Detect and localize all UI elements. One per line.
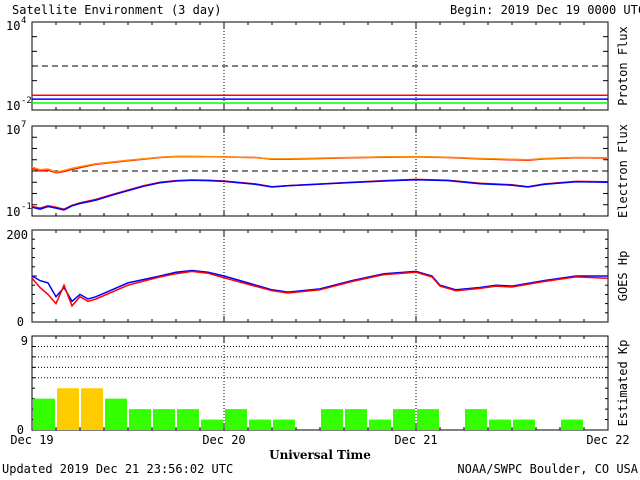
panel-frame [31,229,609,323]
y-tick-label: 10 [6,19,20,33]
begin-time: Begin: 2019 Dec 19 0000 UTC [450,3,640,17]
x-tick-label: Dec 19 [10,433,53,447]
kp-bar [153,409,175,430]
kp-bar [105,398,127,430]
x-tick-label: Dec 22 [586,433,629,447]
kp-bar [81,388,103,430]
kp-bar [57,388,79,430]
kp-bar [33,398,55,430]
x-axis-tick-labels: Dec 19 Dec 20 Dec 21 Dec 22 [10,433,629,447]
x-tick-label: Dec 21 [394,433,437,447]
kp-bar [369,419,391,430]
kp-bar [393,409,415,430]
y-axis-label: Proton Flux [616,26,630,105]
y-tick-label-exponent: -2 [21,96,32,106]
kp-bar [273,419,295,430]
kp-bar [345,409,367,430]
y-tick-label: 10 [6,99,20,113]
y-tick-label-exponent: 4 [21,16,26,26]
electron-flux-panel: 10 710 -1 Electron Flux [6,120,630,219]
kp-bar [321,409,343,430]
series-line [31,269,608,303]
kp-bar [177,409,199,430]
kp-bar [489,419,511,430]
estimated-kp-panel: 9 0 Estimated Kp [17,334,630,437]
y-tick-label: 0 [17,423,24,437]
y-tick-label: 9 [21,334,28,348]
kp-bar [129,409,151,430]
y-tick-label: 0 [17,315,24,329]
updated-time: Updated 2019 Dec 21 23:56:02 UTC [2,462,233,476]
kp-bar [249,419,271,430]
goes-hp-panel: 200 0 GOES Hp [6,228,630,329]
x-tick-label: Dec 20 [202,433,245,447]
kp-bar [561,419,583,430]
proton-flux-panel: 10 410 -2 Proton Flux [6,16,630,113]
y-axis-label: GOES Hp [616,251,630,302]
y-tick-label: 200 [6,228,28,242]
panel-frame [31,21,609,111]
y-axis-label: Estimated Kp [616,340,630,427]
panel-frame [31,125,609,217]
series-line [31,270,609,308]
credit-text: NOAA/SWPC Boulder, CO USA [457,462,638,476]
y-axis-label: Electron Flux [616,124,630,218]
chart-title: Satellite Environment (3 day) [12,3,222,17]
kp-bar [465,409,487,430]
y-tick-label-exponent: -1 [21,202,32,212]
kp-bar [513,419,535,430]
series-line [31,155,609,173]
series-line [31,179,609,211]
y-tick-label: 10 [6,123,20,137]
kp-bar [201,419,223,430]
y-tick-label: 10 [6,205,20,219]
kp-bar [225,409,247,430]
kp-bar [417,409,439,430]
y-tick-label-exponent: 7 [21,120,26,130]
x-axis-label: Universal Time [269,448,371,462]
